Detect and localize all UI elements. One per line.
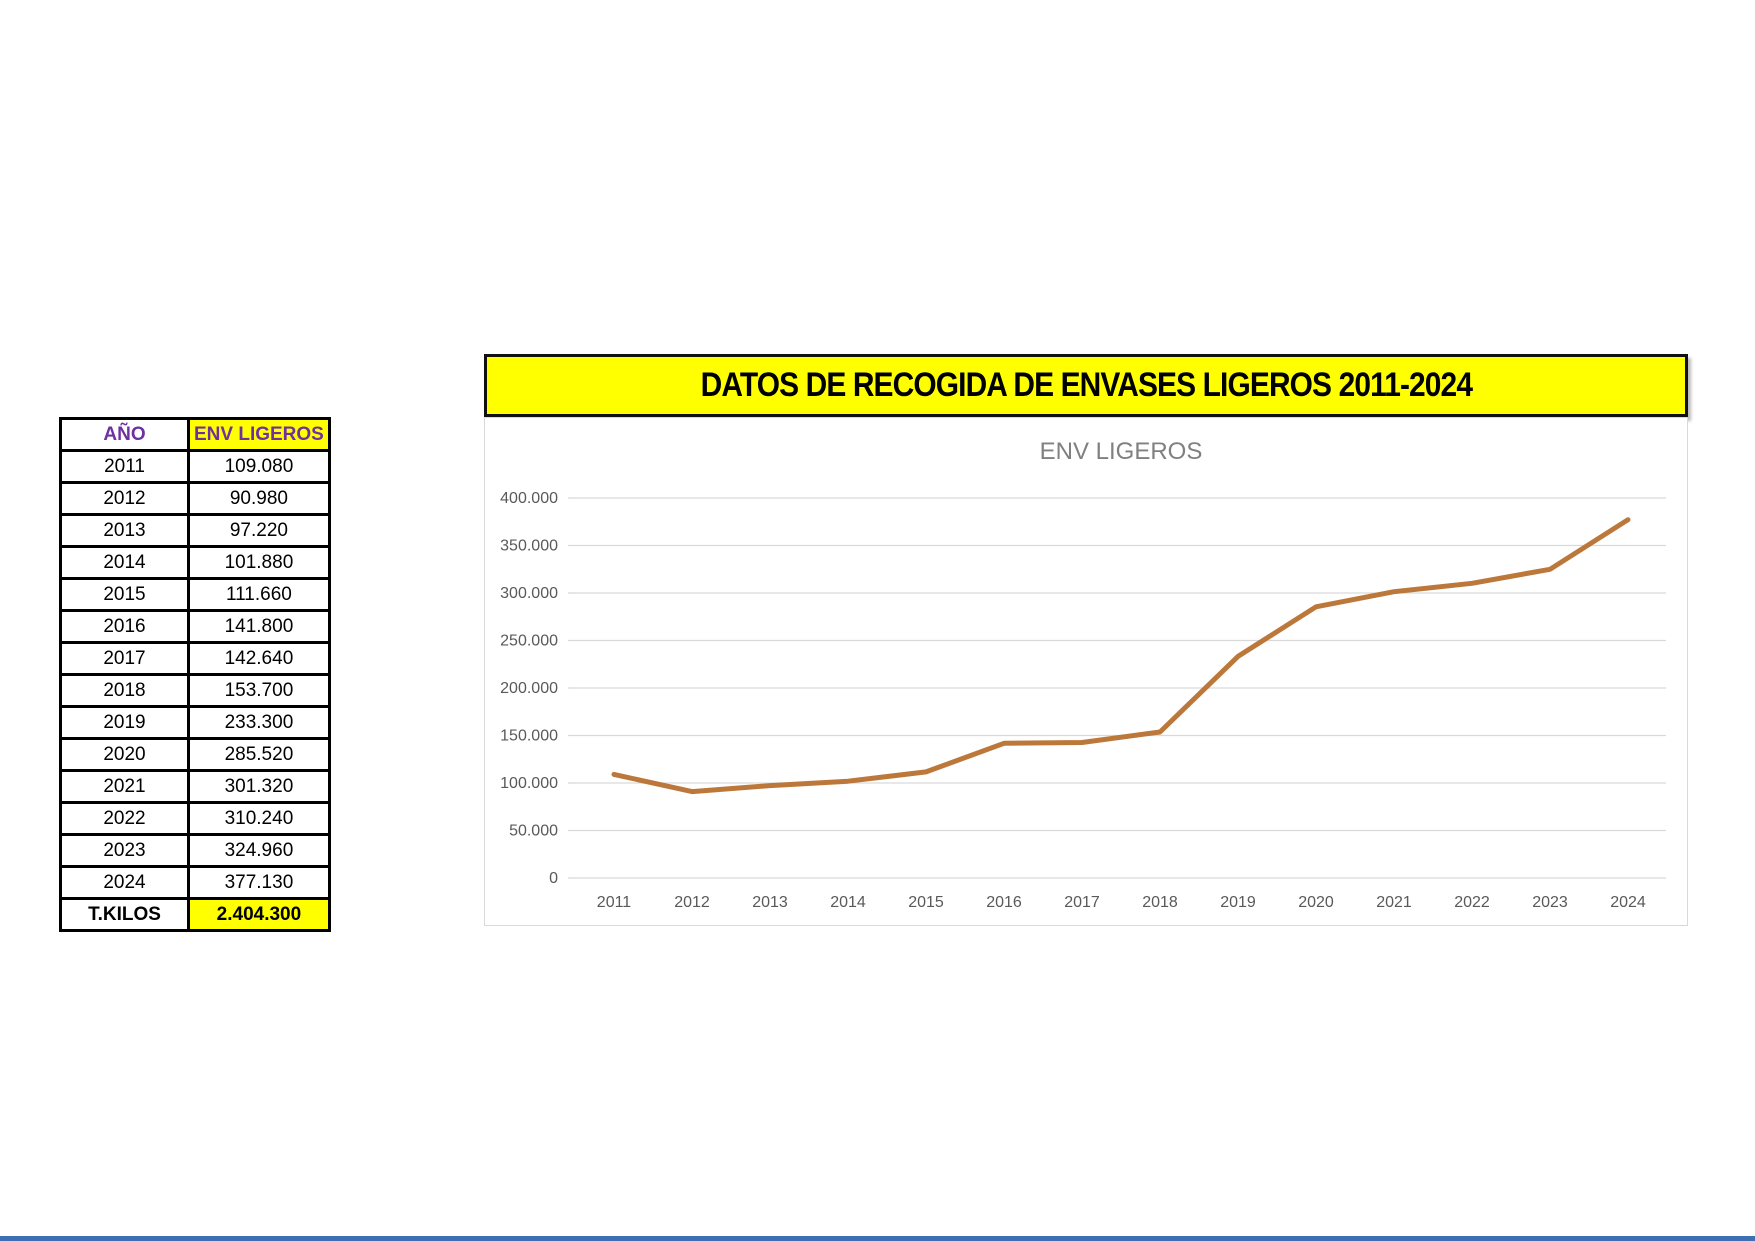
value-cell: 285.520 bbox=[187, 737, 331, 772]
year-cell: 2020 bbox=[59, 737, 190, 772]
total-label-cell: T.KILOS bbox=[59, 897, 190, 932]
x-axis-label: 2014 bbox=[830, 894, 866, 911]
value-cell: 142.640 bbox=[187, 641, 331, 676]
x-axis-label: 2020 bbox=[1298, 894, 1334, 911]
table-row: 2016 141.800 bbox=[59, 609, 331, 644]
y-axis-label: 400.000 bbox=[500, 490, 558, 507]
table-row: 2015 111.660 bbox=[59, 577, 331, 612]
value-cell: 377.130 bbox=[187, 865, 331, 900]
year-cell: 2016 bbox=[59, 609, 190, 644]
y-axis-label: 350.000 bbox=[500, 538, 558, 555]
y-axis-label: 300.000 bbox=[500, 585, 558, 602]
value-cell: 101.880 bbox=[187, 545, 331, 580]
value-cell: 324.960 bbox=[187, 833, 331, 868]
y-axis-label: 0 bbox=[549, 870, 558, 887]
year-cell: 2019 bbox=[59, 705, 190, 740]
x-axis-label: 2021 bbox=[1376, 894, 1412, 911]
y-axis-label: 150.000 bbox=[500, 728, 558, 745]
year-cell: 2015 bbox=[59, 577, 190, 612]
x-axis-label: 2015 bbox=[908, 894, 944, 911]
env-ligeros-series-line bbox=[611, 517, 1631, 795]
banner-title: DATOS DE RECOGIDA DE ENVASES LIGEROS 201… bbox=[700, 366, 1472, 404]
value-cell: 109.080 bbox=[187, 449, 331, 484]
table-row: 2011 109.080 bbox=[59, 449, 331, 484]
data-table: AÑO ENV LIGEROS 2011 109.080 2012 90.980… bbox=[59, 417, 331, 932]
y-axis-label: 50.000 bbox=[509, 823, 558, 840]
y-axis-label: 250.000 bbox=[500, 633, 558, 650]
value-column-header: ENV LIGEROS bbox=[187, 417, 331, 452]
year-cell: 2017 bbox=[59, 641, 190, 676]
x-axis-label: 2011 bbox=[597, 894, 632, 911]
year-cell: 2022 bbox=[59, 801, 190, 836]
table-total-row: T.KILOS 2.404.300 bbox=[59, 897, 331, 932]
table-row: 2018 153.700 bbox=[59, 673, 331, 708]
year-cell: 2012 bbox=[59, 481, 190, 516]
y-axis-label: 100.000 bbox=[500, 775, 558, 792]
x-axis-label: 2012 bbox=[674, 894, 710, 911]
year-column-header: AÑO bbox=[59, 417, 190, 452]
table-header-row: AÑO ENV LIGEROS bbox=[59, 417, 331, 452]
table-row: 2020 285.520 bbox=[59, 737, 331, 772]
chart-title-banner: DATOS DE RECOGIDA DE ENVASES LIGEROS 201… bbox=[484, 354, 1688, 417]
value-cell: 141.800 bbox=[187, 609, 331, 644]
year-cell: 2018 bbox=[59, 673, 190, 708]
x-axis-label: 2022 bbox=[1454, 894, 1490, 911]
table-row: 2017 142.640 bbox=[59, 641, 331, 676]
chart-svg: ENV LIGEROS 0 50.000 100.000 150.000 200.000 2… bbox=[500, 438, 1666, 911]
table-row: 2012 90.980 bbox=[59, 481, 331, 516]
value-cell: 153.700 bbox=[187, 673, 331, 708]
table-row: 2024 377.130 bbox=[59, 865, 331, 900]
table-row: 2021 301.320 bbox=[59, 769, 331, 804]
bottom-edge-bar bbox=[0, 1236, 1755, 1241]
year-cell: 2013 bbox=[59, 513, 190, 548]
x-axis-label: 2024 bbox=[1610, 894, 1646, 911]
value-cell: 301.320 bbox=[187, 769, 331, 804]
year-cell: 2014 bbox=[59, 545, 190, 580]
table-row: 2019 233.300 bbox=[59, 705, 331, 740]
value-cell: 233.300 bbox=[187, 705, 331, 740]
table-row: 2023 324.960 bbox=[59, 833, 331, 868]
value-cell: 310.240 bbox=[187, 801, 331, 836]
chart-title: ENV LIGEROS bbox=[1040, 438, 1203, 465]
value-cell: 90.980 bbox=[187, 481, 331, 516]
year-cell: 2023 bbox=[59, 833, 190, 868]
x-axis-label: 2018 bbox=[1142, 894, 1178, 911]
year-cell: 2024 bbox=[59, 865, 190, 900]
value-cell: 97.220 bbox=[187, 513, 331, 548]
x-axis-label: 2019 bbox=[1220, 894, 1256, 911]
table-row: 2022 310.240 bbox=[59, 801, 331, 836]
x-axis-label: 2016 bbox=[986, 894, 1022, 911]
year-cell: 2011 bbox=[59, 449, 190, 484]
value-cell: 111.660 bbox=[187, 577, 331, 612]
line-chart: ENV LIGEROS 0 50.000 100.000 150.000 200.000 2… bbox=[484, 417, 1688, 926]
year-cell: 2021 bbox=[59, 769, 190, 804]
total-value-cell: 2.404.300 bbox=[187, 897, 331, 932]
x-axis-label: 2023 bbox=[1532, 894, 1568, 911]
y-axis-label: 200.000 bbox=[500, 680, 558, 697]
table-body: 2011 109.080 2012 90.980 2013 97.220 201… bbox=[59, 449, 331, 900]
table-row: 2014 101.880 bbox=[59, 545, 331, 580]
x-axis-label: 2017 bbox=[1064, 894, 1100, 911]
x-axis-label: 2013 bbox=[752, 894, 788, 911]
table-row: 2013 97.220 bbox=[59, 513, 331, 548]
